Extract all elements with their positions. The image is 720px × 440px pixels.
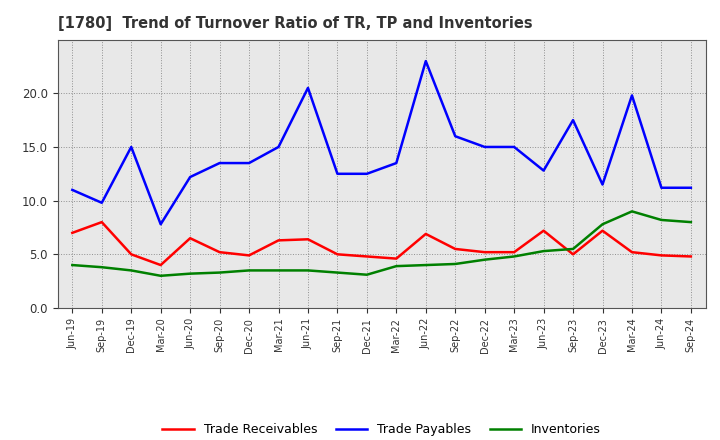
Trade Receivables [657, 253, 666, 258]
Trade Payables [451, 134, 459, 139]
Inventories [539, 249, 548, 254]
Inventories [127, 268, 135, 273]
Inventories [480, 257, 489, 262]
Trade Payables [186, 174, 194, 180]
Trade Receivables [333, 252, 342, 257]
Inventories [363, 272, 372, 277]
Trade Receivables [421, 231, 430, 237]
Trade Receivables [97, 220, 106, 225]
Trade Payables [304, 85, 312, 91]
Trade Receivables [215, 249, 224, 255]
Inventories [628, 209, 636, 214]
Trade Receivables [68, 230, 76, 235]
Trade Payables [539, 168, 548, 173]
Trade Receivables [245, 253, 253, 258]
Trade Payables [245, 161, 253, 166]
Inventories [245, 268, 253, 273]
Inventories [274, 268, 283, 273]
Trade Receivables [687, 254, 696, 259]
Inventories [392, 264, 400, 269]
Trade Payables [598, 182, 607, 187]
Trade Receivables [186, 235, 194, 241]
Trade Payables [628, 93, 636, 98]
Line: Trade Payables: Trade Payables [72, 61, 691, 224]
Trade Receivables [480, 249, 489, 255]
Trade Payables [156, 222, 165, 227]
Trade Receivables [363, 254, 372, 259]
Trade Payables [274, 144, 283, 150]
Trade Payables [569, 117, 577, 123]
Trade Receivables [628, 249, 636, 255]
Legend: Trade Receivables, Trade Payables, Inventories: Trade Receivables, Trade Payables, Inven… [157, 418, 606, 440]
Inventories [186, 271, 194, 276]
Trade Payables [68, 187, 76, 193]
Inventories [97, 264, 106, 270]
Trade Payables [657, 185, 666, 191]
Inventories [156, 273, 165, 279]
Inventories [510, 254, 518, 259]
Line: Inventories: Inventories [72, 211, 691, 276]
Inventories [68, 262, 76, 268]
Trade Payables [363, 171, 372, 176]
Inventories [657, 217, 666, 223]
Trade Payables [480, 144, 489, 150]
Trade Payables [215, 161, 224, 166]
Trade Receivables [451, 246, 459, 252]
Inventories [598, 222, 607, 227]
Inventories [333, 270, 342, 275]
Trade Payables [421, 59, 430, 64]
Trade Payables [392, 161, 400, 166]
Trade Receivables [274, 238, 283, 243]
Inventories [215, 270, 224, 275]
Trade Payables [127, 144, 135, 150]
Trade Receivables [569, 252, 577, 257]
Inventories [569, 246, 577, 252]
Trade Receivables [127, 252, 135, 257]
Inventories [687, 220, 696, 225]
Trade Payables [510, 144, 518, 150]
Trade Receivables [304, 237, 312, 242]
Trade Receivables [598, 228, 607, 233]
Trade Receivables [156, 262, 165, 268]
Line: Trade Receivables: Trade Receivables [72, 222, 691, 265]
Trade Receivables [510, 249, 518, 255]
Trade Payables [333, 171, 342, 176]
Inventories [451, 261, 459, 267]
Trade Payables [687, 185, 696, 191]
Trade Receivables [539, 228, 548, 233]
Text: [1780]  Trend of Turnover Ratio of TR, TP and Inventories: [1780] Trend of Turnover Ratio of TR, TP… [58, 16, 532, 32]
Trade Payables [97, 200, 106, 205]
Trade Receivables [392, 256, 400, 261]
Inventories [421, 262, 430, 268]
Inventories [304, 268, 312, 273]
